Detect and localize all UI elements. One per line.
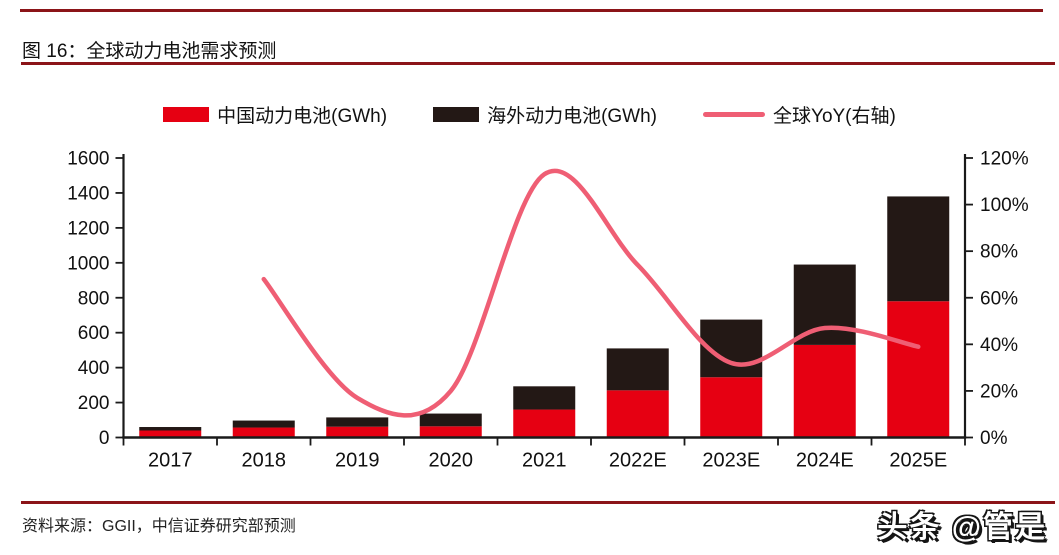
bar-overseas-2019 [326, 417, 389, 427]
legend-item-overseas-battery: 海外动力电池(GWh) [433, 101, 657, 128]
left-axis-label: 600 [78, 323, 110, 344]
right-axis-label: 40% [980, 335, 1018, 356]
bar-china-2017 [139, 430, 202, 438]
bar-overseas-2024E [793, 264, 856, 345]
right-axis-label: 60% [980, 288, 1018, 309]
legend-item-china-battery: 中国动力电池(GWh) [163, 101, 387, 128]
right-axis-label: 20% [980, 381, 1018, 402]
bar-china-2022E [606, 390, 669, 438]
right-axis-label: 100% [980, 195, 1029, 216]
bar-china-2021 [513, 409, 576, 438]
left-axis-label: 1400 [67, 183, 109, 204]
x-axis-label-2025E: 2025E [889, 450, 947, 472]
right-axis-label: 80% [980, 242, 1018, 263]
left-axis-label: 1200 [67, 218, 109, 239]
bar-china-2025E [887, 301, 950, 438]
legend-label-overseas-battery: 海外动力电池(GWh) [487, 106, 658, 127]
bar-overseas-2017 [139, 427, 202, 431]
bar-china-2020 [419, 426, 482, 438]
left-axis-label: 1000 [67, 253, 109, 274]
x-axis-label-2023E: 2023E [702, 450, 760, 472]
left-axis-label: 800 [78, 288, 110, 309]
bar-china-2019 [326, 426, 389, 438]
china-battery-swatch [163, 107, 210, 122]
figure-title: 图 16：全球动力电池需求预测 [22, 41, 277, 62]
bar-overseas-2021 [513, 386, 576, 410]
bar-overseas-2020 [419, 413, 482, 427]
global-yoy-line-swatch [703, 112, 766, 117]
bar-overseas-2022E [606, 348, 669, 391]
footer-rule [21, 501, 1055, 504]
x-axis-label-2021: 2021 [522, 450, 567, 472]
legend-label-global-yoy: 全球YoY(右轴) [773, 106, 896, 127]
left-axis-label: 1600 [67, 149, 109, 170]
left-axis-label: 0 [99, 428, 110, 449]
title-underline [21, 62, 1055, 65]
left-axis-label: 200 [78, 393, 110, 414]
global-yoy-line [261, 168, 921, 418]
chart-legend: 中国动力电池(GWh) 海外动力电池(GWh) 全球YoY(右轴) [0, 101, 1059, 128]
source-note: 资料来源：GGII，中信证券研究部预测 [22, 518, 296, 535]
right-axis-label: 120% [980, 149, 1029, 170]
x-axis-label-2024E: 2024E [796, 450, 854, 472]
x-axis-label-2017: 2017 [148, 450, 193, 472]
bar-overseas-2018 [232, 420, 295, 428]
top-rule [20, 9, 1043, 12]
x-axis-label-2022E: 2022E [609, 450, 667, 472]
left-axis-label: 400 [78, 358, 110, 379]
bar-china-2024E [793, 344, 856, 438]
bar-china-2023E [700, 377, 763, 438]
x-axis-label-2019: 2019 [335, 450, 380, 472]
right-axis-label: 0% [980, 428, 1008, 449]
x-axis-label-2020: 2020 [429, 450, 474, 472]
legend-item-global-yoy: 全球YoY(右轴) [703, 101, 896, 128]
legend-label-china-battery: 中国动力电池(GWh) [217, 106, 388, 127]
bar-china-2018 [232, 427, 295, 438]
watermark: 头条 @管是 [877, 511, 1047, 544]
overseas-battery-swatch [433, 107, 480, 122]
x-axis-label-2018: 2018 [242, 450, 287, 472]
bar-overseas-2025E [887, 196, 950, 302]
